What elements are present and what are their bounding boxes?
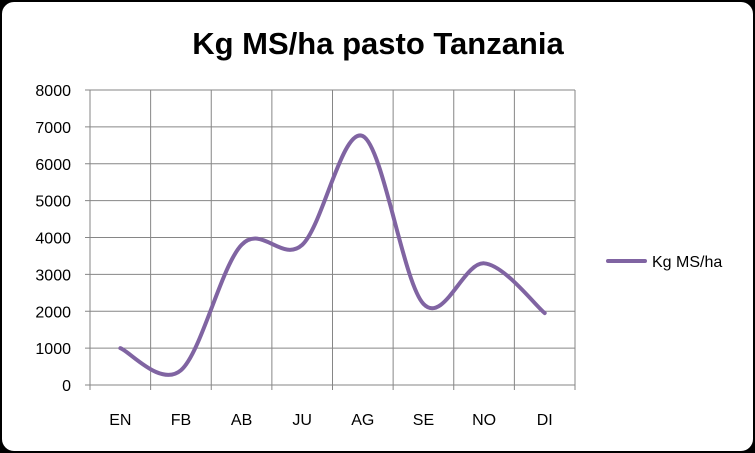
x-axis-tick-labels: EN FB AB JU AG SE NO DI: [109, 412, 552, 429]
y-tick-label: 6000: [35, 157, 71, 174]
y-tick-label: 5000: [35, 194, 71, 211]
x-tick-label: FB: [171, 412, 191, 429]
series-layer: [118, 133, 547, 377]
grid-lines: [90, 89, 576, 385]
x-tick-label: JU: [292, 412, 312, 429]
y-axis-tick-labels: 0 1000 2000 3000 4000 5000 6000 7000 8000: [35, 83, 71, 395]
x-tick-label: EN: [109, 412, 131, 429]
y-tick-label: 8000: [35, 83, 71, 100]
x-tick-label: SE: [413, 412, 434, 429]
y-tick-label: 4000: [35, 231, 71, 248]
y-tick-label: 7000: [35, 120, 71, 137]
axes: [85, 89, 576, 390]
y-tick-label: 3000: [35, 267, 71, 284]
series-line: [118, 133, 547, 377]
legend: Kg MS/ha: [606, 254, 722, 271]
chart-title: Kg MS/ha pasto Tanzania: [192, 26, 564, 61]
legend-label: Kg MS/ha: [652, 254, 722, 271]
x-tick-label: NO: [472, 412, 496, 429]
y-tick-label: 0: [62, 378, 71, 395]
x-tick-label: AG: [351, 412, 374, 429]
y-tick-label: 1000: [35, 341, 71, 358]
x-tick-label: AB: [231, 412, 252, 429]
y-tick-label: 2000: [35, 304, 71, 321]
x-tick-label: DI: [537, 412, 553, 429]
